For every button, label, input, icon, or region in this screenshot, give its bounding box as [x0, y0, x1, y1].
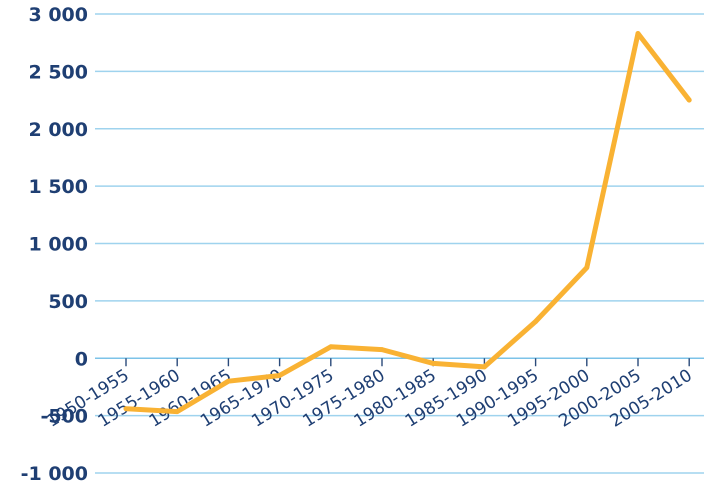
data-point	[635, 31, 641, 36]
data-point	[379, 347, 385, 353]
data-point	[584, 265, 590, 270]
data-point	[226, 378, 231, 384]
y-tick-label: 500	[48, 291, 88, 313]
y-tick-label: 1 500	[29, 176, 89, 198]
data-point	[328, 344, 334, 350]
y-tick-label: 3 000	[29, 4, 89, 26]
y-tick-label: 0	[75, 348, 88, 370]
data-point	[277, 373, 282, 378]
series-group	[123, 31, 692, 415]
y-tick-label: -500	[40, 406, 88, 428]
y-tick-label: 2 500	[29, 61, 89, 83]
gridlines	[95, 13, 704, 474]
data-point	[686, 97, 692, 103]
data-point	[430, 361, 436, 366]
series-line	[123, 31, 692, 415]
x-axis-tick-labels: 1950-19551955-19601960-19651965-19701970…	[43, 366, 695, 432]
y-tick-label: 1 000	[29, 234, 89, 256]
data-point	[174, 409, 180, 415]
y-tick-label: 2 000	[29, 119, 89, 141]
data-point	[482, 364, 487, 370]
y-axis-tick-labels: -1 000 -500 0 500 1 000 1 500 2 000 2 500 3 000	[21, 4, 88, 485]
x-axis	[95, 357, 704, 367]
data-point	[533, 319, 538, 324]
y-tick-label: -1 000	[21, 463, 88, 485]
data-point	[123, 406, 129, 412]
